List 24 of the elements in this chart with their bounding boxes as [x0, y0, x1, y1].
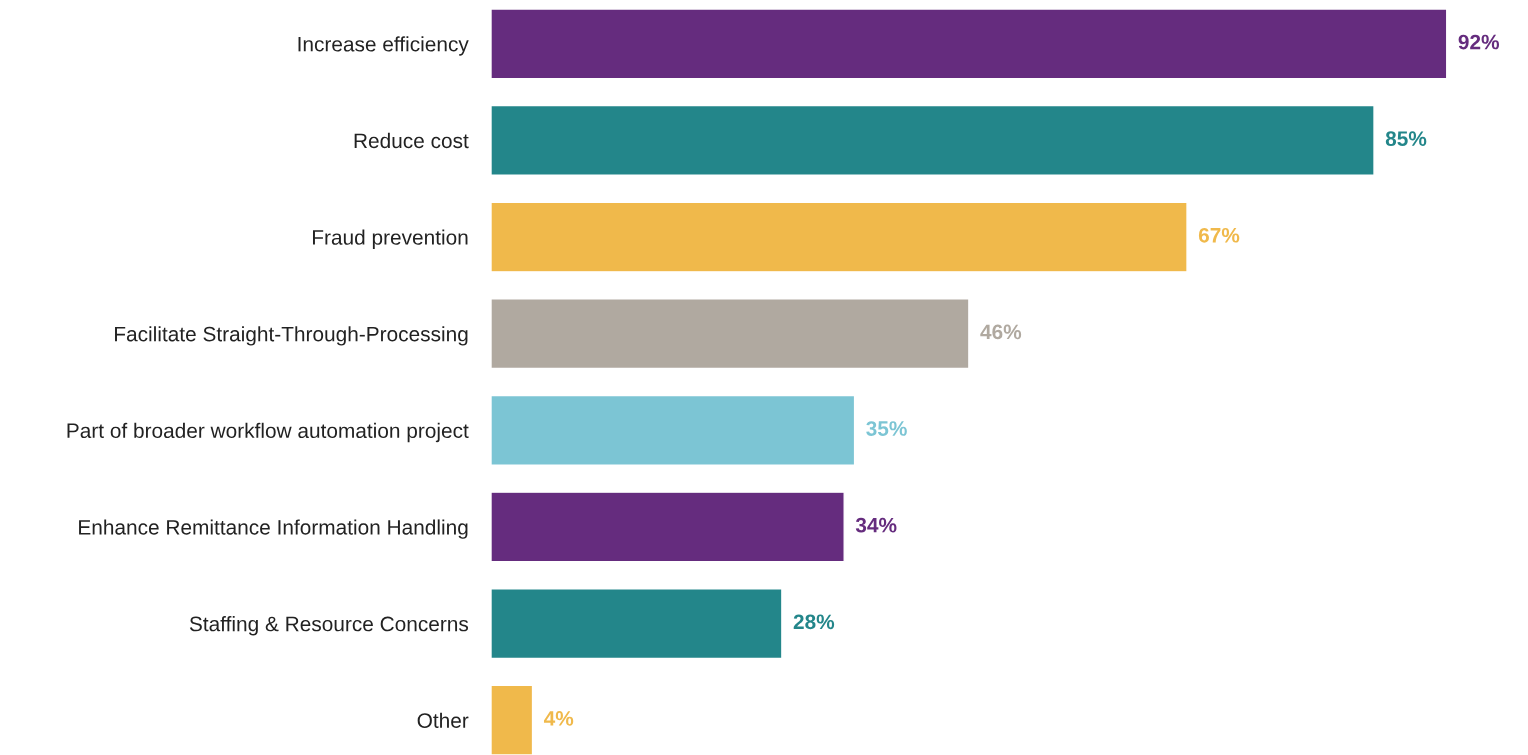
- bar: [491, 588, 783, 660]
- data-label: 4%: [543, 711, 574, 726]
- data-label: 46%: [980, 324, 1022, 340]
- data-label: 34%: [855, 517, 897, 533]
- bar: [491, 491, 845, 563]
- y-tick-label: Staffing & Resource Concerns: [189, 616, 469, 636]
- bar: [491, 298, 970, 370]
- bar: [491, 104, 1375, 176]
- bar: [491, 201, 1188, 273]
- y-tick-label: Increase efficiency: [298, 36, 469, 56]
- bar: [491, 9, 1448, 80]
- y-tick-label: Facilitate Straight-Through-Processing: [115, 326, 468, 346]
- y-tick-label: Part of broader workflow automation project: [67, 422, 469, 443]
- y-tick-label: Enhance Remittance Information Handling: [79, 519, 468, 539]
- bar: [491, 684, 534, 755]
- data-label: 67%: [1198, 227, 1240, 243]
- data-label: 92%: [1458, 34, 1500, 50]
- data-label: 28%: [793, 614, 835, 630]
- data-label: 35%: [866, 421, 907, 436]
- y-tick-label: Reduce cost: [354, 132, 469, 149]
- bar: [491, 394, 856, 466]
- y-tick-label: Fraud prevention: [313, 229, 468, 249]
- data-label: 85%: [1385, 131, 1427, 147]
- y-tick-label: Other: [417, 712, 469, 728]
